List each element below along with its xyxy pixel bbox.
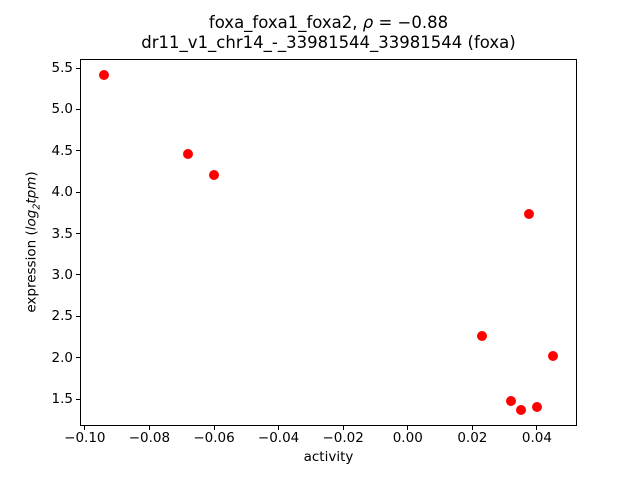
y-axis-label: expression (log2tpm) xyxy=(24,171,43,312)
scatter-point xyxy=(531,402,542,413)
scatter-point xyxy=(548,350,559,361)
y-tick-mark xyxy=(76,274,80,276)
scatter-point xyxy=(183,149,194,160)
ylabel-tpm: tpm xyxy=(23,176,40,204)
y-tick-label: 4.0 xyxy=(51,184,73,201)
x-tick-label: −0.10 xyxy=(64,430,106,446)
y-tick-label: 2.0 xyxy=(51,349,73,366)
chart-title-line1: foxa_foxa1_foxa2, ρ = −0.88 xyxy=(80,13,577,33)
x-tick-mark xyxy=(407,426,409,430)
x-axis-label: activity xyxy=(303,449,354,465)
ylabel-text: expression ( xyxy=(23,230,40,313)
rho-symbol: ρ xyxy=(362,13,374,32)
y-tick-label: 3.0 xyxy=(51,266,73,283)
x-tick-label: 0.00 xyxy=(392,430,423,446)
x-tick-mark xyxy=(536,426,538,430)
ylabel-log: log xyxy=(23,209,40,231)
plot-area xyxy=(80,59,577,426)
y-tick-label: 4.5 xyxy=(51,142,73,159)
scatter-point xyxy=(477,331,488,342)
x-tick-label: 0.04 xyxy=(521,430,552,446)
x-tick-label: −0.04 xyxy=(257,430,300,446)
y-tick-mark xyxy=(76,357,80,359)
x-tick-mark xyxy=(471,426,473,430)
y-tick-mark xyxy=(76,150,80,152)
y-tick-label: 5.0 xyxy=(51,101,73,118)
x-tick-mark xyxy=(148,426,150,430)
y-tick-mark xyxy=(76,191,80,193)
x-tick-label: −0.02 xyxy=(322,430,364,446)
x-tick-label: −0.06 xyxy=(193,430,235,446)
chart-title-line2: dr11_v1_chr14_-_33981544_33981544 (foxa) xyxy=(141,32,516,52)
ylabel-close-paren: ) xyxy=(23,171,40,177)
title-gene-names: foxa_foxa1_foxa2, xyxy=(208,13,363,32)
ylabel-log-base: 2 xyxy=(31,203,43,210)
title-rho-value: = −0.88 xyxy=(373,13,449,32)
x-tick-mark xyxy=(213,426,215,430)
scatter-point xyxy=(99,69,110,80)
y-tick-mark xyxy=(76,233,80,235)
y-tick-mark xyxy=(76,398,80,400)
scatter-point xyxy=(524,208,535,219)
x-tick-mark xyxy=(278,426,280,430)
x-tick-label: 0.02 xyxy=(457,430,488,446)
y-tick-label: 2.5 xyxy=(51,308,73,325)
y-tick-mark xyxy=(76,108,80,110)
y-tick-mark xyxy=(76,315,80,317)
scatter-point xyxy=(515,404,526,415)
y-tick-label: 5.5 xyxy=(51,60,73,77)
y-tick-label: 3.5 xyxy=(51,225,73,242)
x-tick-mark xyxy=(342,426,344,430)
y-tick-label: 1.5 xyxy=(51,391,73,408)
chart-title: foxa_foxa1_foxa2, ρ = −0.88 dr11_v1_chr1… xyxy=(80,13,577,52)
scatter-point xyxy=(506,395,517,406)
y-tick-mark xyxy=(76,67,80,69)
x-tick-label: −0.08 xyxy=(128,430,171,446)
scatter-point xyxy=(209,169,219,180)
x-tick-mark xyxy=(84,426,86,430)
